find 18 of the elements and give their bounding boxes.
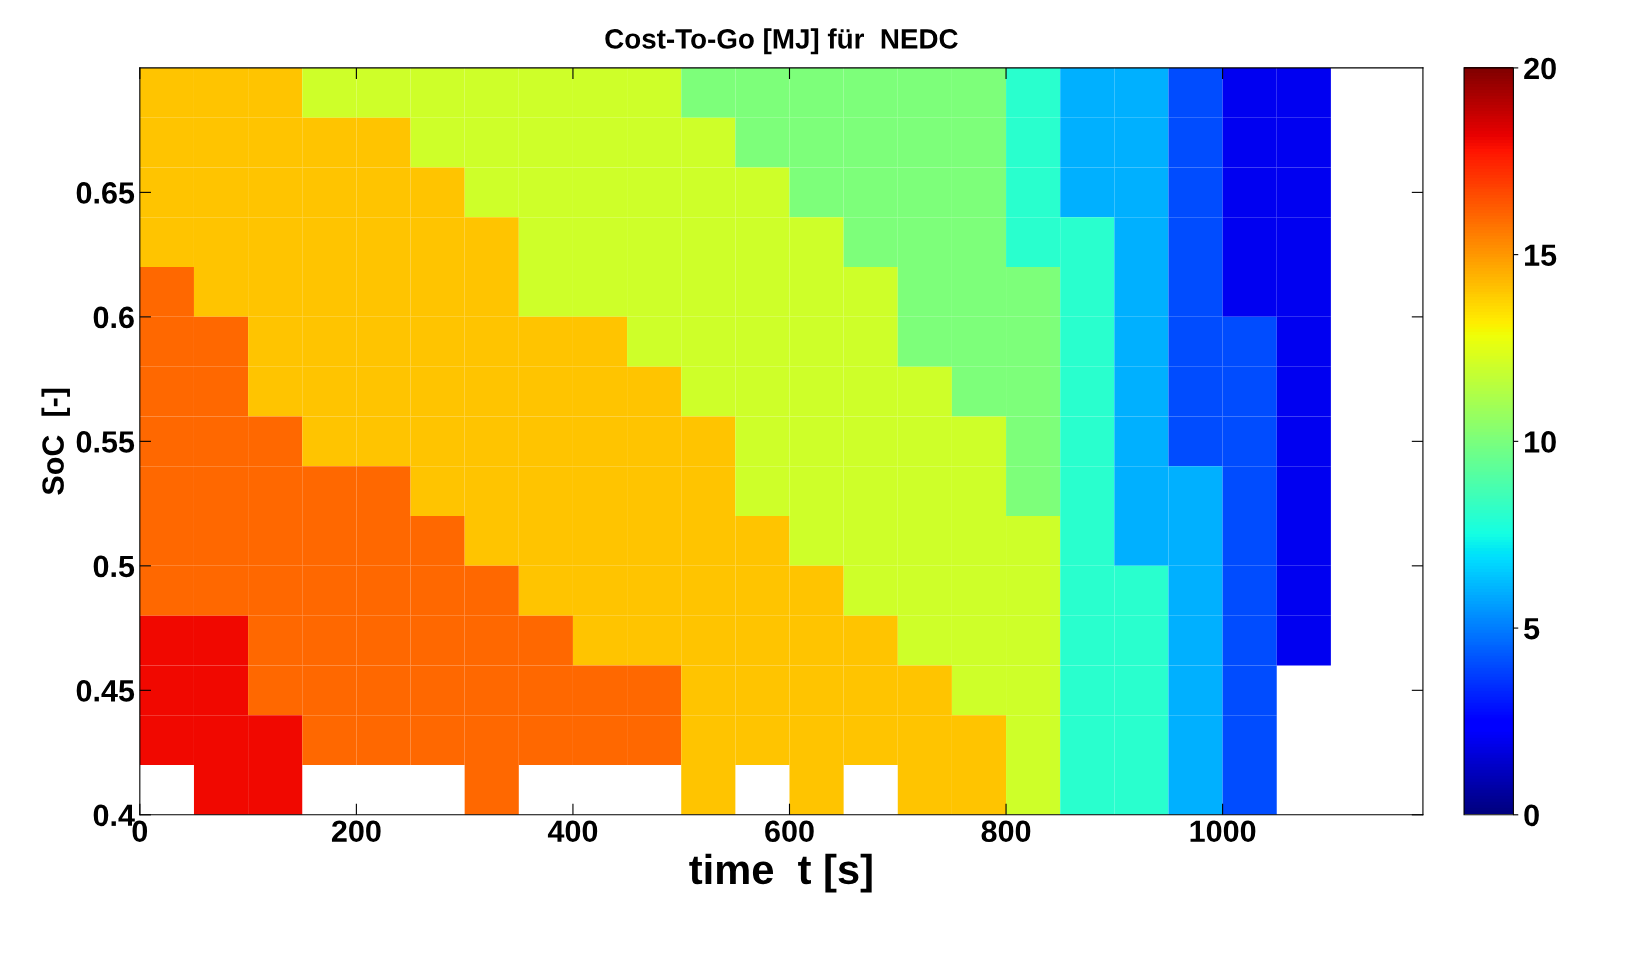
x-tick-label: 200 — [331, 820, 381, 843]
y-tick-label: 0.6 — [93, 306, 134, 329]
x-axis-title: time t [s] — [689, 853, 872, 893]
y-tick-label: 0.65 — [76, 182, 135, 204]
color-bar-label: 15 — [1525, 244, 1557, 266]
color-bar-label: 5 — [1524, 618, 1540, 640]
color-bar-label: 10 — [1525, 431, 1556, 453]
x-tick-label: 400 — [547, 820, 598, 843]
chart-title: Cost-To-Go [MJ] für NEDC — [605, 28, 958, 55]
y-tick-label: 0.55 — [76, 431, 135, 453]
x-tick-label: 1000 — [1190, 820, 1256, 843]
color-bar-label: 20 — [1524, 57, 1556, 80]
x-tick-label: 800 — [981, 820, 1031, 843]
color-bar-label: 0 — [1524, 804, 1539, 827]
y-axis-title: SoC [-] — [41, 388, 70, 495]
y-tick-label: 0.45 — [76, 680, 135, 702]
x-tick-label: 600 — [765, 820, 814, 843]
y-tick-label: 0.5 — [93, 555, 135, 578]
